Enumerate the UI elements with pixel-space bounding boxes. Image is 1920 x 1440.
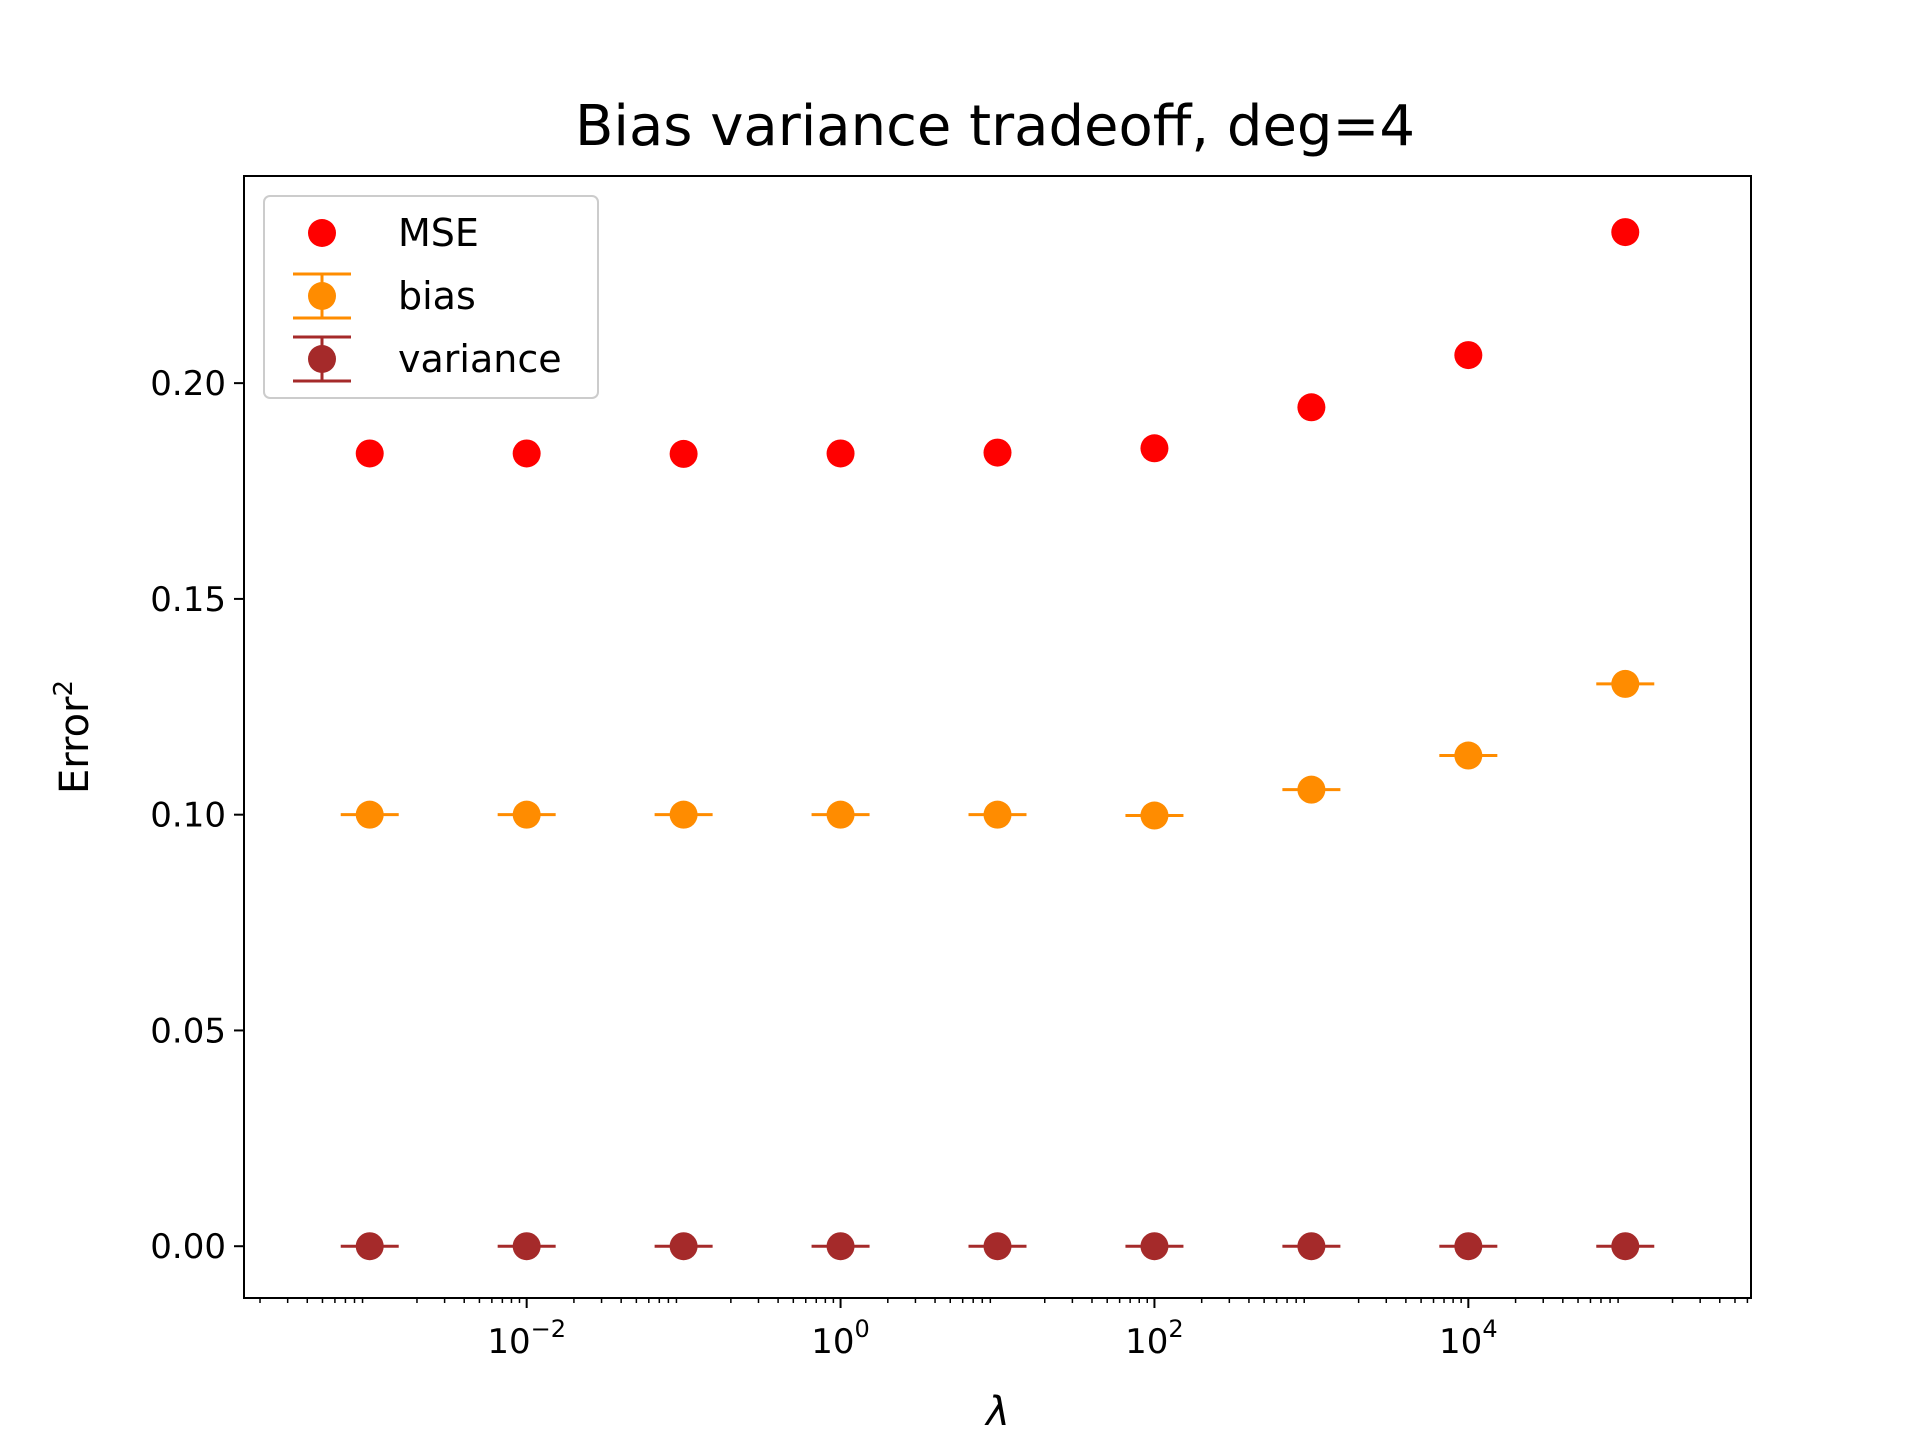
data-point-variance <box>1611 1232 1640 1261</box>
legend-label-bias: bias <box>398 274 476 318</box>
data-point-variance <box>669 1232 698 1261</box>
data-point-mse <box>1140 434 1169 463</box>
data-point-bias <box>826 800 855 829</box>
data-point-bias <box>669 800 698 829</box>
data-point-mse <box>1454 341 1483 370</box>
data-point-mse <box>826 439 855 468</box>
data-point-mse <box>669 439 698 468</box>
x-tick-label-exponent: 0 <box>855 1315 870 1343</box>
data-point-bias <box>1611 669 1640 698</box>
x-tick-label: 100 <box>811 1315 870 1362</box>
legend-label-mse: MSE <box>398 211 479 255</box>
data-point-bias <box>1454 741 1483 770</box>
data-point-bias <box>983 800 1012 829</box>
x-tick-label-base: 10 <box>1125 1322 1168 1362</box>
y-axis-label: Error2 <box>49 680 98 794</box>
data-point-variance <box>1297 1232 1326 1261</box>
data-point-mse <box>512 439 541 468</box>
x-tick-label: 102 <box>1125 1315 1184 1362</box>
data-point-mse <box>983 438 1012 467</box>
chart-title: Bias variance tradeoff, deg=4 <box>575 94 1415 159</box>
data-point-mse <box>1611 218 1640 247</box>
data-point-variance <box>983 1232 1012 1261</box>
data-point-mse <box>355 439 384 468</box>
data-point-variance <box>512 1232 541 1261</box>
legend-marker-variance <box>308 345 336 373</box>
y-axis-label-base: Error <box>52 696 98 794</box>
data-point-mse <box>1297 393 1326 422</box>
x-tick-label-base: 10 <box>1439 1322 1482 1362</box>
x-tick-label-exponent: −2 <box>531 1315 566 1343</box>
legend-marker-mse <box>308 219 336 247</box>
x-tick-label: 104 <box>1439 1315 1498 1362</box>
data-point-variance <box>355 1232 384 1261</box>
legend-frame <box>263 195 599 399</box>
y-tick-label: 0.20 <box>150 364 226 404</box>
data-point-variance <box>1454 1232 1483 1261</box>
y-tick-label: 0.15 <box>150 580 226 620</box>
x-tick-label-base: 10 <box>811 1322 854 1362</box>
data-point-bias <box>512 800 541 829</box>
data-point-bias <box>1140 801 1169 830</box>
y-tick-label: 0.10 <box>150 796 226 836</box>
data-point-variance <box>1140 1232 1169 1261</box>
data-point-variance <box>826 1232 855 1261</box>
y-tick-label: 0.05 <box>150 1011 226 1051</box>
x-tick-label-exponent: 4 <box>1482 1315 1497 1343</box>
data-point-bias <box>1297 775 1326 804</box>
x-tick-label: 10−2 <box>487 1315 566 1362</box>
y-axis-label-superscript: 2 <box>49 680 79 697</box>
y-tick-label: 0.00 <box>150 1227 226 1267</box>
x-axis-ticks: 10−2 100 102 104 <box>259 1298 1749 1362</box>
legend-marker-bias <box>308 282 336 310</box>
data-point-bias <box>355 800 384 829</box>
legend-label-variance: variance <box>398 337 562 381</box>
x-tick-label-exponent: 2 <box>1168 1315 1183 1343</box>
plot-frame <box>243 175 1752 1299</box>
x-axis-label: λ <box>984 1389 1010 1435</box>
x-tick-label-base: 10 <box>487 1322 530 1362</box>
y-axis-ticks: 0.00 0.05 0.10 0.15 0.20 <box>150 364 244 1267</box>
legend-entries: MSE bias variance <box>293 211 562 383</box>
data-marks <box>340 218 1655 1261</box>
legend: MSE bias variance <box>263 195 599 399</box>
